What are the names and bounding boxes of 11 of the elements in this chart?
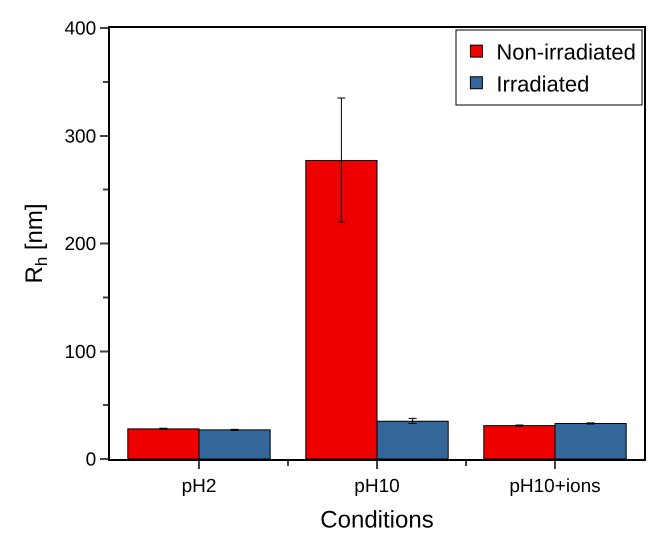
x-tick-label: pH10 xyxy=(354,476,400,497)
x-tick-label: pH10+ions xyxy=(509,476,601,497)
legend-label: Irradiated xyxy=(496,71,590,96)
x-axis-title: Conditions xyxy=(320,506,434,534)
y-tick-label: 300 xyxy=(64,126,96,148)
x-tick-label: pH2 xyxy=(182,476,216,497)
y-tick-label: 400 xyxy=(64,18,96,40)
y-tick-label: 200 xyxy=(64,234,96,256)
y-tick-label: 100 xyxy=(64,342,96,363)
y-tick-label: 0 xyxy=(86,450,96,471)
legend-label: Non-irradiated xyxy=(496,40,636,65)
